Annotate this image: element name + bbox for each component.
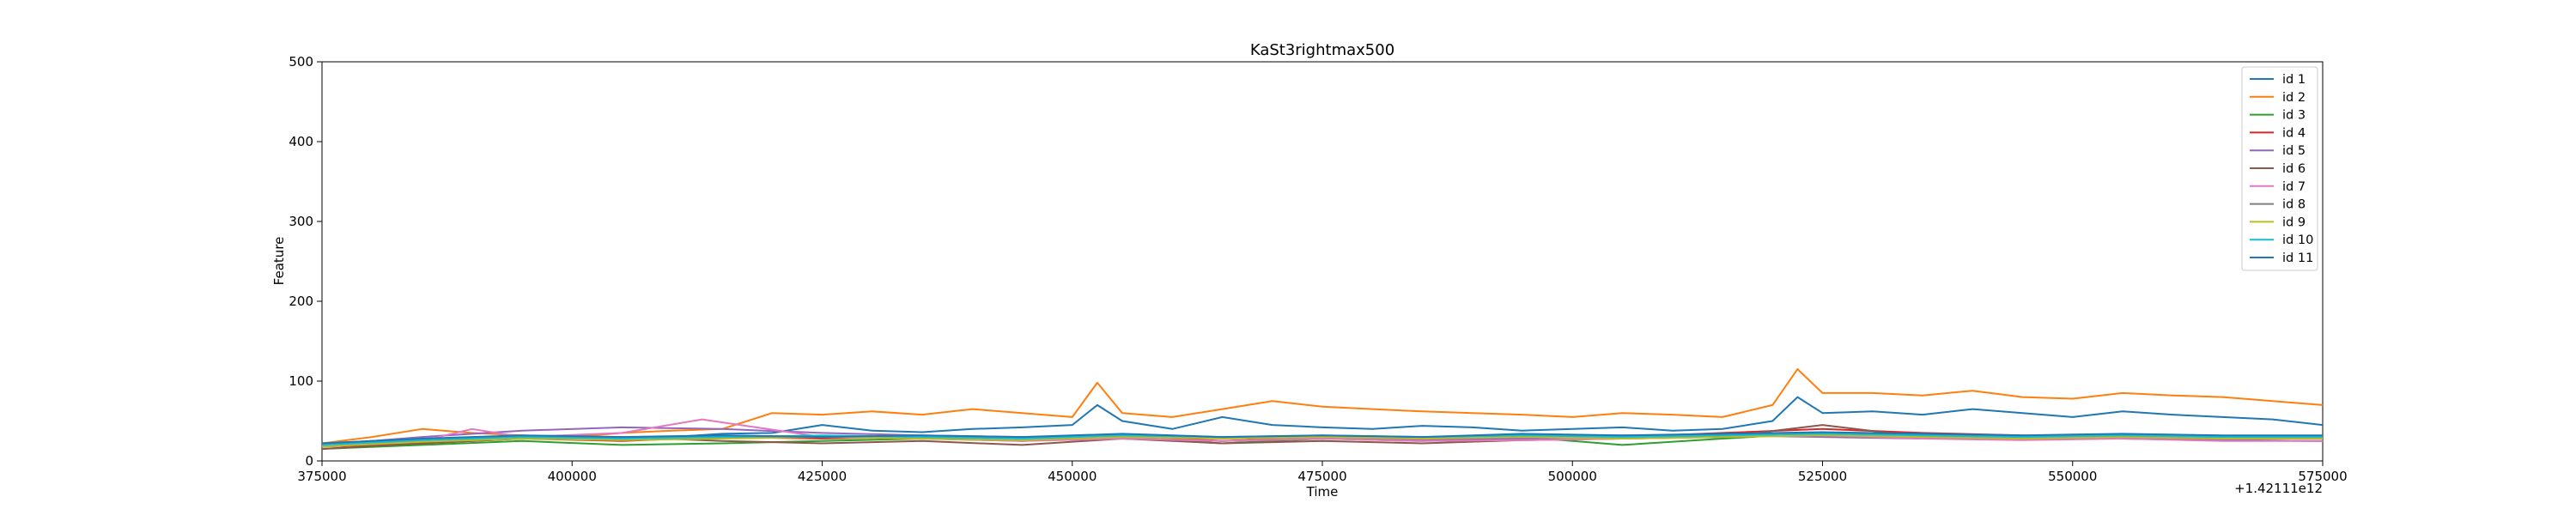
y-tick-label: 200 bbox=[289, 294, 313, 309]
x-tick-label: 500000 bbox=[1548, 469, 1597, 484]
y-axis-title: Feature bbox=[271, 237, 287, 286]
x-axis: 375000 400000 425000 450000 475000 500000 5250… bbox=[297, 461, 2348, 484]
y-tick-label: 400 bbox=[289, 134, 313, 149]
legend-label: id 2 bbox=[2282, 91, 2306, 105]
legend-label: id 4 bbox=[2282, 126, 2306, 140]
legend-label: id 6 bbox=[2282, 162, 2306, 176]
legend-label: id 3 bbox=[2282, 109, 2306, 123]
legend-label: id 9 bbox=[2282, 215, 2306, 229]
y-tick-label: 100 bbox=[289, 373, 313, 389]
legend-label: id 7 bbox=[2282, 180, 2306, 194]
legend-label: id 10 bbox=[2282, 233, 2313, 247]
chart-title: KaSt3rightmax500 bbox=[1250, 41, 1394, 59]
legend-label: id 11 bbox=[2282, 251, 2313, 265]
x-tick-label: 400000 bbox=[548, 469, 597, 484]
x-tick-label: 375000 bbox=[297, 469, 346, 484]
x-tick-label: 525000 bbox=[1798, 469, 1847, 484]
y-axis: 0 100 200 300 400 500 bbox=[289, 54, 322, 469]
series-layer bbox=[321, 368, 2324, 450]
x-axis-title: Time bbox=[1306, 484, 1339, 500]
x-tick-label: 550000 bbox=[2048, 469, 2097, 484]
legend-label: id 8 bbox=[2282, 198, 2306, 212]
x-tick-label: 475000 bbox=[1297, 469, 1346, 484]
x-tick-label: 425000 bbox=[798, 469, 847, 484]
series-line-9 bbox=[321, 434, 2323, 448]
x-offset-label: +1.42111e12 bbox=[2234, 481, 2323, 496]
y-tick-label: 500 bbox=[289, 54, 313, 70]
series-line-7 bbox=[321, 418, 2323, 448]
plot-frame bbox=[321, 61, 2324, 462]
y-tick-label: 300 bbox=[289, 214, 313, 229]
legend-frame bbox=[2241, 66, 2318, 271]
legend: id 1 id 2 id 3 id 4 id 5 id 6 id 7 id 8 id 9 id 1… bbox=[2241, 66, 2318, 271]
series-line-11 bbox=[321, 431, 2323, 445]
series-line-2 bbox=[321, 368, 2324, 445]
legend-label: id 5 bbox=[2282, 144, 2306, 158]
x-tick-label: 575000 bbox=[2298, 469, 2347, 484]
y-tick-label: 0 bbox=[305, 453, 313, 469]
plot-area bbox=[321, 61, 2324, 462]
x-tick-label: 450000 bbox=[1048, 469, 1097, 484]
legend-label: id 1 bbox=[2282, 73, 2306, 87]
